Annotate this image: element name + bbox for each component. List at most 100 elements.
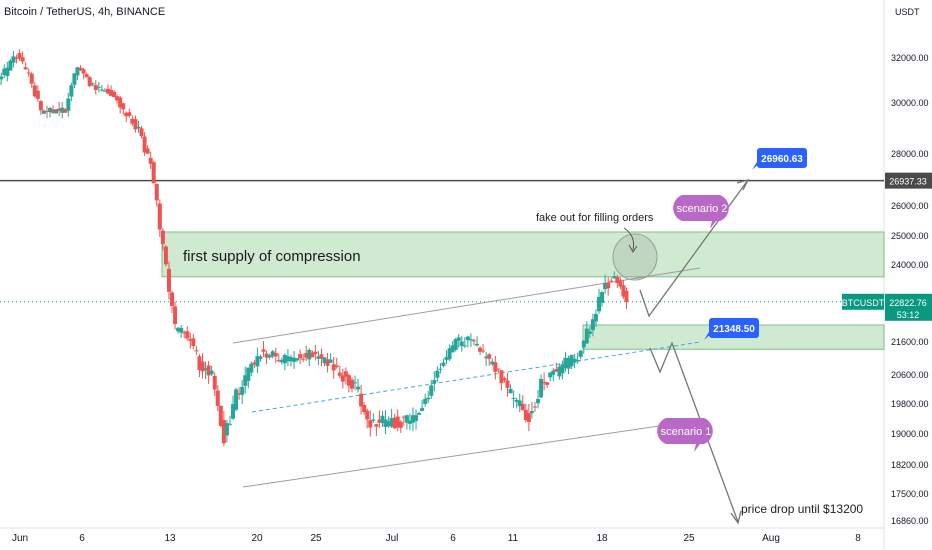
candle-body[interactable] [41, 110, 46, 114]
candle-body[interactable] [490, 361, 495, 365]
candle-body[interactable] [542, 381, 547, 384]
candle-body[interactable] [157, 203, 162, 230]
candle-body[interactable] [346, 375, 351, 386]
candle-body[interactable] [154, 184, 159, 201]
candle-body[interactable] [17, 53, 22, 59]
candle-body[interactable] [609, 280, 614, 282]
candle-body[interactable] [441, 362, 446, 366]
candle-body[interactable] [166, 268, 171, 292]
candle-body[interactable] [124, 112, 129, 117]
candle-body[interactable] [371, 419, 376, 421]
candle-body[interactable] [133, 119, 138, 130]
candle-body[interactable] [603, 282, 608, 290]
candle-body[interactable] [536, 399, 541, 404]
candle-body[interactable] [545, 382, 550, 385]
candle-body[interactable] [499, 370, 504, 384]
candle-body[interactable] [514, 399, 519, 402]
candle-body[interactable] [618, 280, 623, 287]
candle-body[interactable] [423, 398, 428, 404]
candle-body[interactable] [383, 419, 388, 427]
scenario-1-callout[interactable] [657, 418, 713, 452]
candle-body[interactable] [301, 358, 306, 360]
candle-body[interactable] [468, 339, 473, 341]
candle-body[interactable] [450, 345, 455, 353]
candle-body[interactable] [319, 354, 324, 359]
candle-body[interactable] [331, 364, 336, 371]
candle-body[interactable] [484, 356, 489, 359]
candle-body[interactable] [353, 382, 358, 384]
candle-body[interactable] [581, 340, 586, 348]
candle-body[interactable] [487, 354, 492, 359]
candle-body[interactable] [575, 359, 580, 361]
candle-body[interactable] [237, 393, 242, 395]
candle-body[interactable] [87, 77, 92, 87]
candle-body[interactable] [60, 107, 65, 113]
symbol-title[interactable]: Bitcoin / TetherUS, 4h, BINANCE [4, 6, 166, 18]
scenario-2-callout[interactable] [673, 195, 729, 229]
candle-body[interactable] [191, 338, 196, 346]
candle-body[interactable] [551, 370, 556, 375]
candle-body[interactable] [102, 90, 107, 92]
candle-body[interactable] [84, 74, 89, 78]
candle-body[interactable] [475, 343, 480, 346]
candle-body[interactable] [389, 418, 394, 427]
candle-body[interactable] [209, 370, 214, 375]
candle-body[interactable] [273, 352, 278, 357]
candle-body[interactable] [264, 353, 269, 358]
candle-body[interactable] [584, 328, 589, 344]
candle-body[interactable] [362, 405, 367, 413]
candle-body[interactable] [560, 364, 565, 374]
candle-body[interactable] [188, 339, 193, 341]
candle-body[interactable] [215, 390, 220, 406]
channel-midline[interactable] [251, 341, 701, 413]
candle-body[interactable] [243, 375, 248, 386]
candle-body[interactable] [115, 96, 120, 101]
candle-body[interactable] [404, 415, 409, 423]
candle-body[interactable] [292, 357, 297, 362]
candle-body[interactable] [176, 327, 181, 332]
candle-body[interactable] [340, 375, 345, 382]
candle-body[interactable] [517, 400, 522, 407]
candle-body[interactable] [44, 110, 49, 112]
candle-body[interactable] [96, 86, 101, 88]
candle-body[interactable] [109, 90, 114, 96]
candle-body[interactable] [496, 368, 501, 370]
candle-body[interactable] [249, 363, 254, 373]
candle-body[interactable] [295, 358, 300, 361]
candle-body[interactable] [359, 393, 364, 407]
candle-body[interactable] [380, 415, 385, 424]
candle-body[interactable] [8, 60, 13, 71]
candle-body[interactable] [365, 410, 370, 420]
candle-body[interactable] [270, 351, 275, 357]
candle-body[interactable] [93, 85, 98, 90]
candle-body[interactable] [23, 67, 28, 70]
candle-body[interactable] [374, 424, 379, 427]
candle-body[interactable] [206, 365, 211, 376]
candle-body[interactable] [200, 361, 205, 372]
candle-body[interactable] [54, 109, 59, 114]
candle-body[interactable] [349, 379, 354, 389]
candle-body[interactable] [526, 413, 531, 423]
candle-body[interactable] [471, 340, 476, 342]
candle-body[interactable] [377, 419, 382, 423]
candle-body[interactable] [395, 416, 400, 428]
candle-body[interactable] [398, 421, 403, 428]
candle-body[interactable] [11, 56, 16, 63]
candle-body[interactable] [322, 357, 327, 364]
candle-body[interactable] [105, 88, 110, 94]
candle-body[interactable] [578, 350, 583, 357]
candle-body[interactable] [325, 359, 330, 366]
candle-body[interactable] [261, 349, 266, 352]
candle-body[interactable] [557, 366, 562, 377]
candle-body[interactable] [310, 352, 315, 358]
candle-body[interactable] [127, 112, 132, 116]
candle-body[interactable] [276, 360, 281, 362]
candle-body[interactable] [66, 98, 71, 111]
candle-body[interactable] [26, 72, 31, 74]
candle-body[interactable] [539, 378, 544, 398]
candle-body[interactable] [392, 417, 397, 429]
candle-body[interactable] [231, 404, 236, 419]
candle-body[interactable] [197, 356, 202, 370]
candle-body[interactable] [160, 230, 165, 245]
